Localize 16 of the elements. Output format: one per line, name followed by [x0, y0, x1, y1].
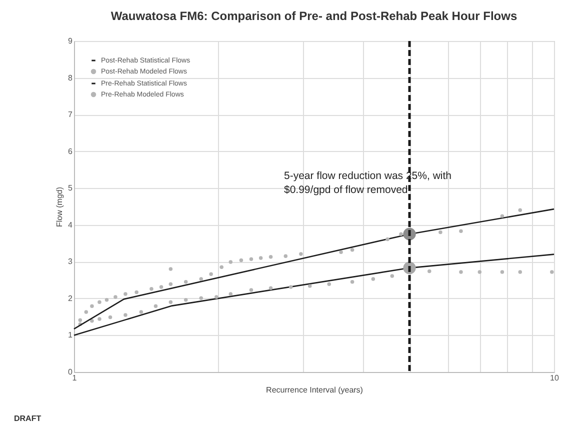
y-tick-label: 5	[68, 184, 74, 193]
y-tick-label: 8	[68, 73, 74, 82]
y-tick-label: 1	[68, 330, 74, 340]
text: DRAFT	[14, 414, 42, 423]
annotation: 5-year flow reduction was 25%, with $0.99/gpd of flow removed	[284, 170, 452, 196]
x-tick-label: 10	[550, 374, 560, 382]
y-tick-label: 0	[68, 368, 74, 376]
y-tick-label: 9	[68, 36, 74, 46]
chart-title: Wauwatosa FM6: Comparison of Pre- and Post-Rehab Peak Hour Flows	[110, 9, 518, 23]
y-tick-label: 6	[68, 146, 74, 156]
y-tick-label: 2	[68, 294, 74, 303]
y-tick-label: 7	[68, 110, 74, 120]
x-axis-title: Recurrence Interval (years)	[266, 386, 364, 394]
y-tick-label: 3	[68, 257, 74, 266]
y-tick-label: 4	[68, 220, 74, 230]
y-axis-title: Flow (mgd)	[55, 186, 64, 228]
